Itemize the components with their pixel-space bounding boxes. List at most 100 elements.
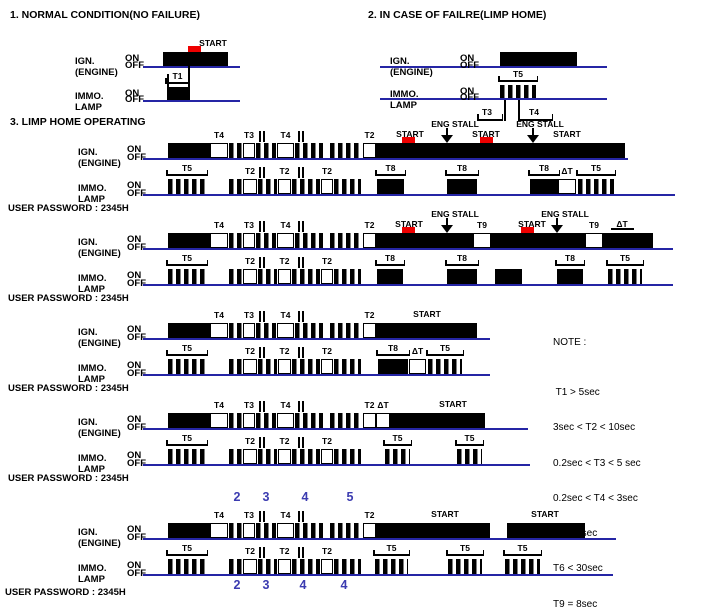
waveform-pulse-train xyxy=(256,233,276,248)
t-label: T5 xyxy=(464,433,475,443)
waveform-solid-segment xyxy=(495,269,522,284)
waveform-pulse-train xyxy=(428,359,462,374)
waveform-pulse-train xyxy=(229,359,242,374)
t-label: T4 xyxy=(214,400,224,410)
tick-line xyxy=(504,100,506,121)
bracket-tick xyxy=(383,440,385,446)
signal-name: IGN. xyxy=(75,56,95,67)
t-label: ΔT xyxy=(411,346,424,356)
tick-line xyxy=(298,347,300,358)
bracket-tick xyxy=(166,260,168,266)
start-marker xyxy=(521,227,534,233)
off-label: OFF xyxy=(127,188,146,199)
bracket-tick xyxy=(403,260,405,266)
eng-stall-label: ENG STALL xyxy=(541,209,589,219)
waveform-solid-segment xyxy=(390,413,485,428)
user-password: USER PASSWORD : 2345H xyxy=(5,587,126,598)
waveform-hollow-segment xyxy=(243,559,257,574)
waveform-hollow-segment xyxy=(210,143,228,158)
t-label: T2 xyxy=(279,256,290,266)
t-label: T2 xyxy=(279,166,290,176)
signal-name: IGN. xyxy=(78,327,98,338)
signal-name: IMMO. xyxy=(78,453,107,464)
waveform-pulse-train xyxy=(500,85,536,98)
waveform-hollow-segment xyxy=(243,269,257,284)
waveform-solid-segment xyxy=(491,233,585,248)
signal-name: (ENGINE) xyxy=(78,338,121,349)
tick-line xyxy=(302,311,304,322)
start-marker xyxy=(402,227,415,233)
signal-name: (ENGINE) xyxy=(78,158,121,169)
waveform-pulse-train xyxy=(578,179,614,194)
waveform-hollow-segment xyxy=(363,233,376,248)
waveform-hollow-segment xyxy=(321,359,333,374)
on-label: ON xyxy=(127,324,142,335)
signal-name: IGN. xyxy=(78,237,98,248)
waveform-solid-segment xyxy=(168,233,210,248)
bracket-line xyxy=(383,444,412,446)
signal-name: LAMP xyxy=(78,284,105,295)
tick-line xyxy=(259,401,261,412)
waveform-pulse-train xyxy=(168,359,206,374)
bracket-tick xyxy=(375,170,377,176)
t-label: T4 xyxy=(214,220,224,230)
t-label: T4 xyxy=(280,220,291,230)
eng-stall-label: ENG STALL xyxy=(431,119,479,129)
waveform-hollow-segment xyxy=(210,413,228,428)
tick-line xyxy=(298,311,300,322)
bracket-tick xyxy=(166,350,168,356)
bracket-line xyxy=(611,228,634,230)
waveform-hollow-segment xyxy=(243,449,257,464)
tick-line xyxy=(298,511,300,522)
off-label: OFF xyxy=(460,92,479,103)
on-label: ON xyxy=(127,234,142,245)
waveform-pulse-train xyxy=(292,269,320,284)
waveform-hollow-segment xyxy=(243,143,255,158)
waveform-solid-segment xyxy=(167,87,188,100)
bracket-line xyxy=(455,444,484,446)
t-label: T2 xyxy=(245,256,255,266)
waveform-pulse-train xyxy=(608,269,642,284)
tick-line xyxy=(259,347,261,358)
tick-line xyxy=(263,511,265,522)
bracket-tick xyxy=(165,78,167,84)
code-digit: 2 xyxy=(233,490,241,504)
note-line: 3sec < T2 < 10sec xyxy=(553,422,636,434)
waveform-pulse-train xyxy=(229,449,242,464)
note-line: T1 > 5sec xyxy=(553,387,600,398)
t-label: T5 xyxy=(392,433,403,443)
signal-name: (ENGINE) xyxy=(78,428,121,439)
bracket-tick xyxy=(408,550,410,556)
waveform-pulse-train xyxy=(258,179,277,194)
waveform-pulse-train xyxy=(295,233,323,248)
tick-line xyxy=(263,257,265,268)
t-label: T2 xyxy=(364,220,375,230)
t-label: T9 xyxy=(477,220,487,230)
on-label: ON xyxy=(125,53,140,64)
on-label: ON xyxy=(127,180,142,191)
t-label: T2 xyxy=(245,166,255,176)
user-password: USER PASSWORD : 2345H xyxy=(8,293,129,304)
note-line: 0.2sec < T3 < 5 sec xyxy=(553,457,641,469)
code-digit: 4 xyxy=(340,578,348,592)
signal-baseline xyxy=(143,464,530,466)
user-password: USER PASSWORD : 2345H xyxy=(8,473,129,484)
waveform-hollow-segment xyxy=(277,143,294,158)
signal-baseline xyxy=(143,194,675,196)
t-label: T2 xyxy=(245,436,255,446)
t-label: T2 xyxy=(364,510,375,520)
waveform-hollow-segment xyxy=(243,523,255,538)
on-label: ON xyxy=(127,144,142,155)
t-label: T4 xyxy=(529,107,539,117)
bracket-tick xyxy=(551,114,553,120)
on-label: ON xyxy=(127,414,142,425)
eng-stall-triangle xyxy=(527,135,539,143)
bracket-tick xyxy=(206,170,208,176)
waveform-solid-segment xyxy=(377,269,403,284)
on-label: ON xyxy=(460,53,475,64)
signal-name: (ENGINE) xyxy=(75,67,118,78)
signal-name: IGN. xyxy=(390,56,410,67)
tick-line xyxy=(259,311,261,322)
note-line: 0.2sec < T4 < 3sec xyxy=(553,492,638,504)
signal-name: IMMO. xyxy=(78,563,107,574)
